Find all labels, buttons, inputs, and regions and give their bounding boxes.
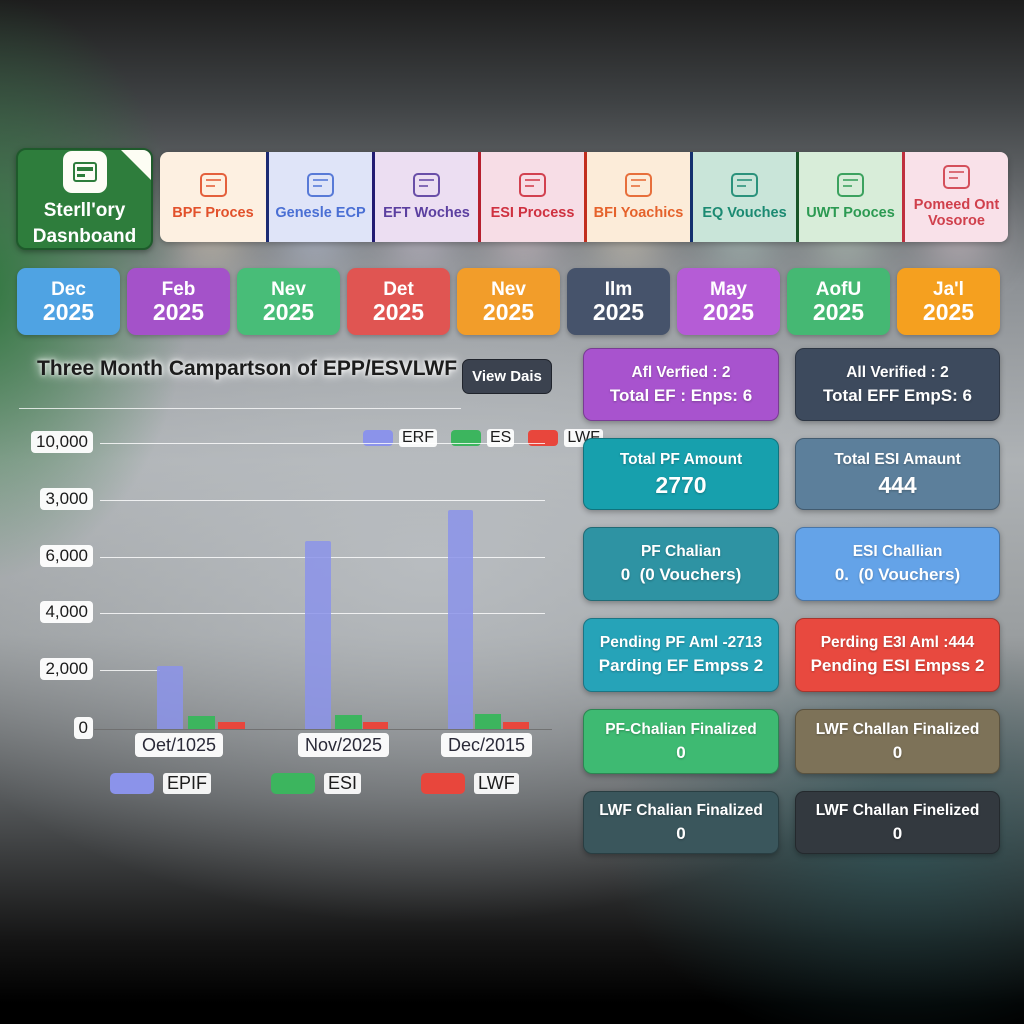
tab-eft-woches[interactable]: EFT Woches <box>372 152 478 242</box>
bar-epf-oct <box>157 666 183 729</box>
bar-lwf-nov <box>363 722 388 729</box>
tab-genesle-ecp[interactable]: Genesle ECP <box>266 152 372 242</box>
esi-swatch <box>451 430 481 446</box>
card-pf-challan: PF Chalian 0 (0 Vouchers) <box>583 527 779 601</box>
month-button-may-2025[interactable]: May 2025 <box>677 268 780 335</box>
voucher-icon <box>837 173 864 197</box>
bar-esi-dec <box>475 714 501 729</box>
divider <box>19 408 461 409</box>
view-details-button[interactable]: View Dais <box>462 359 552 394</box>
month-button-jal-2025[interactable]: Ja'l 2025 <box>897 268 1000 335</box>
tab-label-line2: Dasnboand <box>32 226 137 247</box>
month-button-nev-2025-2[interactable]: Nev 2025 <box>457 268 560 335</box>
tab-bfi-yoachics[interactable]: BFI Yoachics <box>584 152 690 242</box>
gridline <box>100 670 160 671</box>
x-label-nov: Nov/2025 <box>298 733 390 757</box>
voucher-icon <box>199 173 227 197</box>
month-button-dec-2025[interactable]: Dec 2025 <box>17 268 120 335</box>
gridline <box>100 500 545 501</box>
process-tab-bar: BPF Proces Genesle ECP EFT Woches ESI Pr… <box>160 152 1008 242</box>
legend-item-lwf[interactable]: LWF <box>421 773 519 794</box>
voucher-icon <box>943 165 970 189</box>
y-tick: 10,000 <box>15 431 93 453</box>
month-button-aofu-2025[interactable]: AofU 2025 <box>787 268 890 335</box>
dashboard-icon <box>62 151 107 193</box>
voucher-icon <box>731 173 758 197</box>
legend-item-epf[interactable]: EPIF <box>110 773 212 794</box>
card-lwf-challan-finalized-2: LWF Chalian Finalized 0 <box>583 791 779 854</box>
tab-pomeed-ont-vosoroe[interactable]: Pomeed Ont Vosoroe <box>902 152 1008 242</box>
card-pending-esi: Perding E3I Aml :444 Pending ESI Empss 2 <box>795 618 1000 692</box>
month-button-nev-2025[interactable]: Nev 2025 <box>237 268 340 335</box>
bar-esi-nov <box>335 715 362 729</box>
y-tick: 6,000 <box>15 545 93 567</box>
bar-epf-nov <box>305 541 331 729</box>
tab-eq-vouches[interactable]: EQ Vouches <box>690 152 796 242</box>
tab-esi-process[interactable]: ESI Process <box>478 152 584 242</box>
legend-item-epf[interactable]: ERF <box>363 429 437 447</box>
epf-swatch <box>363 430 393 446</box>
bar-chart-plot-area <box>94 443 552 730</box>
chart-legend-bottom: EPIF ESI LWF <box>110 773 519 794</box>
x-label-oct: Oet/1025 <box>135 733 224 757</box>
tab-bpf-proces[interactable]: BPF Proces <box>160 152 266 242</box>
chart-title: Three Month Campartson of EPP/ESVLWF <box>37 357 458 380</box>
lwf-swatch <box>528 430 559 446</box>
esi-swatch <box>271 773 316 794</box>
legend-item-esi[interactable]: ES <box>451 429 515 447</box>
gridline <box>100 443 545 444</box>
y-tick: 3,000 <box>15 488 93 510</box>
x-axis-line <box>94 729 552 730</box>
tab-label-line1: Sterll'ory <box>43 200 126 221</box>
stats-card-grid: Afl Verfied : 2 Total EF : Enps: 6 All Ve… <box>583 348 1000 854</box>
voucher-icon <box>413 173 440 197</box>
card-lwf-challan-finalized-1: LWF Challan Finalized 0 <box>795 709 1000 774</box>
voucher-icon <box>625 173 652 197</box>
comparison-chart-panel: Three Month Campartson of EPP/ESVLWF Vie… <box>15 345 603 815</box>
y-tick: 4,000 <box>15 601 93 623</box>
card-total-pf-amount: Total PF Amount 2770 <box>583 438 779 510</box>
epf-swatch <box>110 773 154 794</box>
voucher-icon <box>519 173 546 197</box>
tab-statutory-dashboard[interactable]: Sterll'ory Dasnboand <box>16 148 153 250</box>
lwf-swatch <box>421 773 466 794</box>
tab-uwt-pooces[interactable]: UWT Pooces <box>796 152 902 242</box>
bar-lwf-oct <box>218 722 245 729</box>
x-label-dec: Dec/2015 <box>441 733 533 757</box>
month-button-feb-2025[interactable]: Feb 2025 <box>127 268 230 335</box>
bar-lwf-dec <box>503 722 529 729</box>
card-pending-pf: Pending PF Aml -2713 Parding EF Empss 2 <box>583 618 779 692</box>
legend-item-esi[interactable]: ESI <box>271 773 362 794</box>
card-esi-challan: ESI Challian 0. (0 Vouchers) <box>795 527 1000 601</box>
chart-legend-top: ERF ES LWF <box>363 429 603 447</box>
card-lwf-challan-finalized-3: LWF Challan Finelized 0 <box>795 791 1000 854</box>
month-button-ilm-2025[interactable]: Ilm 2025 <box>567 268 670 335</box>
month-selector-row: Dec 2025 Feb 2025 Nev 2025 Det 2025 Nev 2025 … <box>17 268 1000 335</box>
month-button-det-2025[interactable]: Det 2025 <box>347 268 450 335</box>
y-tick: 0 <box>15 717 93 739</box>
card-total-esi-amount: Total ESI Amaunt 444 <box>795 438 1000 510</box>
card-all-verified-esi: All Verified : 2 Total EFF EmpS: 6 <box>795 348 1000 421</box>
folded-corner <box>119 150 151 182</box>
card-all-verified-pf: Afl Verfied : 2 Total EF : Enps: 6 <box>583 348 779 421</box>
voucher-icon <box>307 173 334 197</box>
card-pf-challan-finalized: PF-Chalian Finalized 0 <box>583 709 779 774</box>
bar-epf-dec <box>448 510 473 729</box>
y-tick: 2,000 <box>15 658 93 680</box>
bar-esi-oct <box>188 716 215 729</box>
